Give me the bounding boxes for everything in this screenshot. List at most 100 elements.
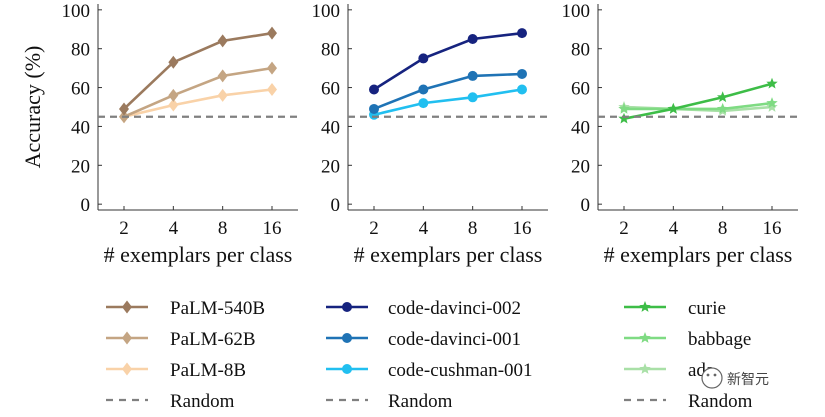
data-point <box>467 33 478 44</box>
data-point <box>217 88 228 102</box>
watermark: 新智元 <box>701 367 769 389</box>
series-line <box>373 72 523 111</box>
data-point <box>217 34 228 48</box>
y-tick-label: 60 <box>571 79 590 100</box>
series-line <box>373 88 523 117</box>
legend-marker <box>342 364 352 374</box>
legend-label: Random <box>388 391 453 412</box>
data-point <box>517 84 527 95</box>
series-curie <box>618 77 778 124</box>
y-tick-label: 80 <box>71 40 90 61</box>
data-point <box>517 68 527 79</box>
data-point <box>267 61 277 75</box>
data-point <box>517 28 527 39</box>
data-point <box>168 88 179 102</box>
data-point <box>467 70 478 81</box>
series-line <box>623 82 773 120</box>
data-point <box>418 53 429 64</box>
data-point <box>618 102 630 114</box>
legend-item: babbage <box>624 329 751 350</box>
legend-marker <box>342 302 352 312</box>
series-line <box>123 31 273 110</box>
x-tick-label: 8 <box>468 218 478 239</box>
series-line <box>123 88 273 118</box>
legend-marker <box>639 332 651 343</box>
y-tick-label: 0 <box>81 195 91 216</box>
y-axis-label: Accuracy (%) <box>20 46 45 169</box>
data-point <box>467 92 478 103</box>
legend-label: Random <box>688 391 753 412</box>
data-point <box>168 98 179 112</box>
legend-marker <box>122 300 132 314</box>
y-tick-label: 60 <box>321 79 340 100</box>
x-tick-label: 2 <box>119 218 129 239</box>
x-tick-label: 16 <box>763 218 782 239</box>
legend-label: Random <box>170 391 235 412</box>
legend-item: code-davinci-001 <box>326 329 521 350</box>
legend-label: PaLM-62B <box>170 329 256 350</box>
legend-item: code-cushman-001 <box>326 360 533 381</box>
data-point <box>667 102 679 114</box>
legend-item: Random <box>624 391 753 412</box>
wechat-icon-eye-left <box>706 373 710 377</box>
wechat-icon <box>701 367 723 389</box>
x-axis-label: # exemplars per class <box>604 242 793 267</box>
data-point <box>418 84 429 95</box>
legend-item: Random <box>326 391 453 412</box>
legend-item: code-davinci-002 <box>326 298 521 319</box>
x-axis-label: # exemplars per class <box>354 242 543 267</box>
data-point <box>717 102 729 114</box>
legend-item: Random <box>106 391 235 412</box>
x-axis-label: # exemplars per class <box>104 242 293 267</box>
series-code-davinci-001 <box>369 68 527 114</box>
data-point <box>168 55 179 69</box>
data-point <box>217 69 228 83</box>
y-tick-label: 80 <box>321 40 340 61</box>
data-point <box>766 77 778 89</box>
series-code-davinci-002 <box>369 28 527 95</box>
data-point <box>618 112 630 124</box>
x-tick-label: 4 <box>169 218 179 239</box>
data-point <box>766 97 778 108</box>
y-tick-label: 100 <box>312 1 341 22</box>
x-tick-label: 2 <box>619 218 629 239</box>
y-tick-label: 40 <box>571 117 590 138</box>
y-tick-label: 20 <box>321 156 340 177</box>
y-tick-label: 60 <box>71 79 90 100</box>
legend-marker <box>342 333 352 343</box>
y-tick-label: 20 <box>71 156 90 177</box>
x-tick-label: 16 <box>513 218 532 239</box>
y-tick-label: 0 <box>581 195 591 216</box>
x-tick-label: 4 <box>669 218 679 239</box>
legend-item: PaLM-62B <box>106 329 256 350</box>
y-tick-label: 80 <box>571 40 590 61</box>
legend-label: babbage <box>688 329 751 350</box>
legend-item: ada <box>624 360 715 381</box>
y-tick-label: 100 <box>62 1 91 22</box>
series-PaLM-62B <box>119 61 277 124</box>
chart-panel-2: 0 20 40 60 80 100 2 4 8 16 # exemplars per class <box>312 1 548 267</box>
x-tick-label: 16 <box>263 218 282 239</box>
series-line <box>373 31 523 91</box>
legend-label: code-davinci-001 <box>388 329 521 350</box>
data-point <box>369 103 379 114</box>
chart-panel-1: 0 20 40 60 80 100 2 4 8 16 # exemplars per class Ac… <box>20 1 298 267</box>
legend-label: curie <box>688 298 726 319</box>
series-line <box>123 66 273 118</box>
series-PaLM-540B <box>119 26 277 116</box>
legend-item: PaLM-540B <box>106 298 265 319</box>
series-line <box>624 101 773 111</box>
y-tick-label: 40 <box>71 117 90 138</box>
legend-label: code-cushman-001 <box>388 360 533 381</box>
legend: PaLM-540B PaLM-62B PaLM-8B Random code-davin… <box>106 298 753 412</box>
legend-marker <box>639 301 651 312</box>
data-point <box>119 102 129 116</box>
x-tick-label: 2 <box>369 218 379 239</box>
x-tick-label: 8 <box>218 218 228 239</box>
y-tick-label: 0 <box>331 195 341 216</box>
legend-marker <box>122 331 132 345</box>
legend-label: code-davinci-002 <box>388 298 521 319</box>
x-tick-label: 8 <box>718 218 728 239</box>
wechat-icon-eye-right <box>713 373 717 377</box>
